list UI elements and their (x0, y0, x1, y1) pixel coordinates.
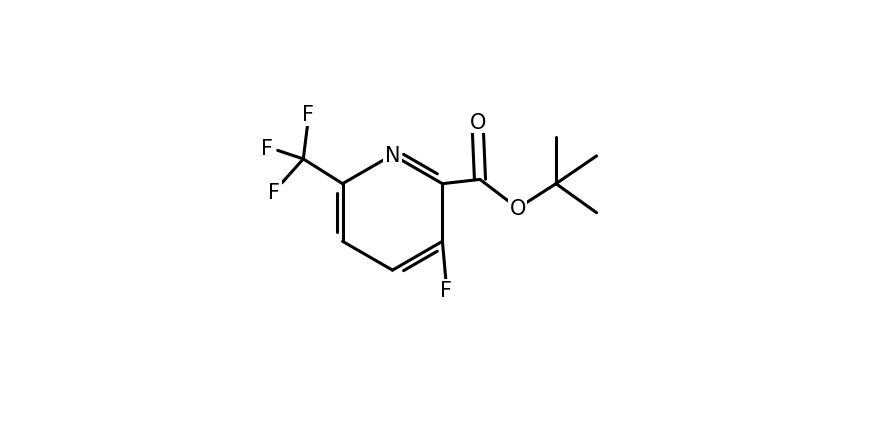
Text: F: F (440, 281, 452, 301)
Text: O: O (470, 112, 486, 132)
Text: O: O (510, 199, 526, 219)
Text: F: F (261, 139, 273, 159)
Text: F: F (302, 105, 314, 125)
Text: F: F (268, 183, 280, 203)
Text: N: N (384, 146, 401, 165)
